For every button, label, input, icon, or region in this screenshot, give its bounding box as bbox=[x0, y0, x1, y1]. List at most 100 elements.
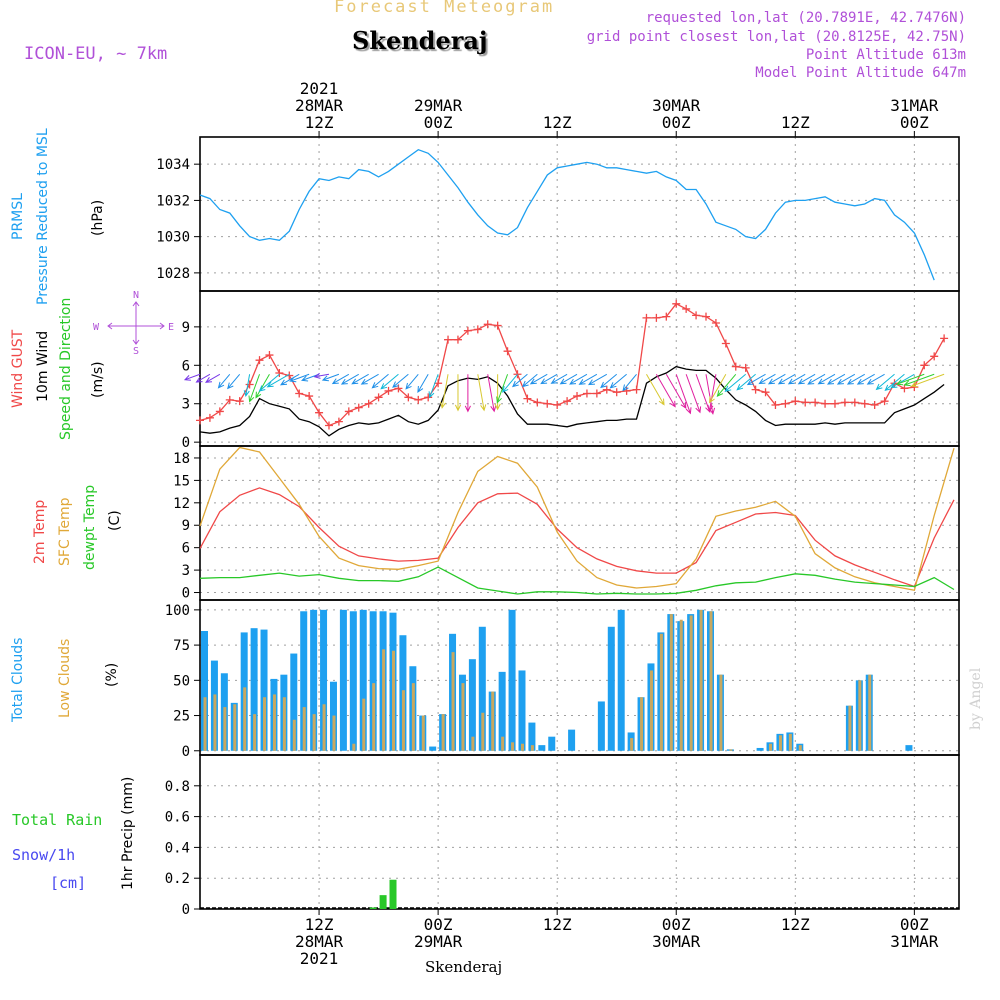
gust-marker bbox=[682, 304, 691, 313]
low-cloud-bar bbox=[392, 650, 396, 751]
snow-unit-label: [cm] bbox=[50, 874, 87, 892]
wind-arrow bbox=[204, 373, 221, 383]
wind-arrow bbox=[360, 373, 379, 385]
low-cloud-bar bbox=[491, 691, 495, 751]
wind-arrow bbox=[289, 373, 310, 383]
rain-label: Total Rain bbox=[12, 811, 103, 829]
total-cloud-bar bbox=[290, 653, 298, 751]
y-tick-label: 1032 bbox=[156, 193, 190, 209]
y-tick-label: 1034 bbox=[156, 157, 190, 173]
gust-marker bbox=[721, 339, 730, 348]
y-tick-label: 25 bbox=[173, 709, 190, 725]
sfctemp-line bbox=[199, 446, 955, 592]
wind-arrow bbox=[494, 374, 501, 411]
low-cloud-bar bbox=[679, 619, 683, 751]
y-tick-label: 15 bbox=[173, 473, 190, 489]
wind-arrow bbox=[321, 373, 340, 382]
compass-rose: N S W E bbox=[93, 290, 174, 357]
y-tick-label: 0 bbox=[182, 435, 190, 451]
gust-marker bbox=[434, 379, 443, 388]
wind-panel: 0 3 6 9 bbox=[182, 290, 960, 451]
wind-speed-line bbox=[199, 365, 945, 437]
low-cloud-bar bbox=[322, 704, 326, 751]
wind-arrow bbox=[903, 373, 935, 387]
wind-arrow bbox=[787, 373, 806, 385]
wind-arrow bbox=[540, 373, 558, 385]
gust-marker bbox=[652, 313, 661, 322]
wind-arrow bbox=[716, 373, 737, 397]
low-cloud-bar bbox=[798, 745, 802, 751]
low-cloud-bar bbox=[501, 736, 505, 751]
wind-arrow bbox=[258, 373, 280, 392]
wind-arrow bbox=[866, 373, 885, 385]
clouds-panel: 0 25 50 75 100 bbox=[165, 599, 960, 760]
gust-marker bbox=[473, 325, 482, 334]
low-cloud-bar bbox=[372, 683, 376, 751]
gust-marker bbox=[453, 335, 462, 344]
y-tick-label: 3 bbox=[182, 563, 190, 579]
total-cloud-bar bbox=[468, 659, 476, 751]
low-cloud-bar bbox=[213, 694, 217, 751]
compass-s: S bbox=[133, 346, 139, 357]
gust-marker bbox=[513, 370, 522, 379]
total-cloud-bar bbox=[756, 747, 764, 751]
y-tick-label: 100 bbox=[165, 603, 190, 619]
time-label-bottom: 12Z bbox=[543, 915, 572, 934]
low-cloud-bar bbox=[868, 674, 872, 751]
gust-marker bbox=[821, 399, 830, 408]
point-altitude: Point Altitude 613m bbox=[805, 47, 966, 63]
low-cloud-bar bbox=[630, 738, 634, 751]
gust-marker bbox=[255, 356, 264, 365]
rain-bar bbox=[379, 895, 387, 909]
low-cloud-bar bbox=[263, 697, 267, 751]
y-tick-label: 6 bbox=[182, 358, 190, 374]
total-cloud-bar bbox=[201, 631, 208, 751]
wind-arrow bbox=[675, 374, 692, 415]
low-cloud-bar bbox=[778, 735, 782, 751]
time-label-top: 31MAR bbox=[890, 96, 939, 115]
gust-marker bbox=[235, 397, 244, 406]
low-cloud-bar bbox=[233, 704, 237, 751]
panel-frame bbox=[199, 136, 960, 292]
gust-marker bbox=[573, 392, 582, 401]
wind-arrow bbox=[724, 373, 747, 393]
gust-marker bbox=[642, 313, 651, 322]
gust-marker bbox=[860, 399, 869, 408]
gust-marker bbox=[662, 312, 671, 321]
wind-arrow bbox=[622, 373, 637, 392]
rain-bar bbox=[369, 907, 377, 909]
compass-n: N bbox=[133, 290, 139, 301]
gust-marker bbox=[711, 319, 720, 328]
wind-arrow bbox=[440, 374, 449, 409]
wind-arrow bbox=[392, 373, 409, 388]
low-cloud-bar bbox=[282, 697, 286, 751]
gust-marker bbox=[344, 407, 353, 416]
y-tick-label: 3 bbox=[182, 397, 190, 413]
gust-marker bbox=[930, 352, 939, 361]
wind-arrow bbox=[243, 374, 251, 398]
wind-arrow bbox=[559, 373, 578, 385]
wind-arrow bbox=[665, 374, 687, 409]
wind-arrow bbox=[331, 373, 350, 385]
low-cloud-bar bbox=[382, 649, 386, 751]
gust-marker bbox=[880, 397, 889, 406]
total-cloud-bar bbox=[250, 628, 258, 751]
time-label-top: 12Z bbox=[781, 113, 810, 132]
total-cloud-bar bbox=[905, 745, 913, 751]
low-cloud-bar bbox=[332, 715, 336, 751]
wind-arrow bbox=[578, 373, 598, 385]
wind-arrow bbox=[477, 374, 487, 412]
time-label-top: 28MAR bbox=[295, 96, 344, 115]
total-cloud-bar bbox=[528, 722, 536, 751]
wind-arrow bbox=[817, 373, 836, 385]
total-cloud-bar bbox=[369, 611, 377, 751]
gust-marker bbox=[364, 399, 373, 408]
total-cloud-bar bbox=[548, 736, 556, 751]
gust-marker bbox=[741, 363, 750, 372]
gust-marker bbox=[801, 398, 810, 407]
total-cloud-bar bbox=[260, 629, 268, 751]
gust-marker bbox=[582, 389, 591, 398]
gust-marker bbox=[493, 321, 502, 330]
low-cloud-bar bbox=[848, 705, 852, 751]
wind-arrow bbox=[195, 373, 211, 383]
